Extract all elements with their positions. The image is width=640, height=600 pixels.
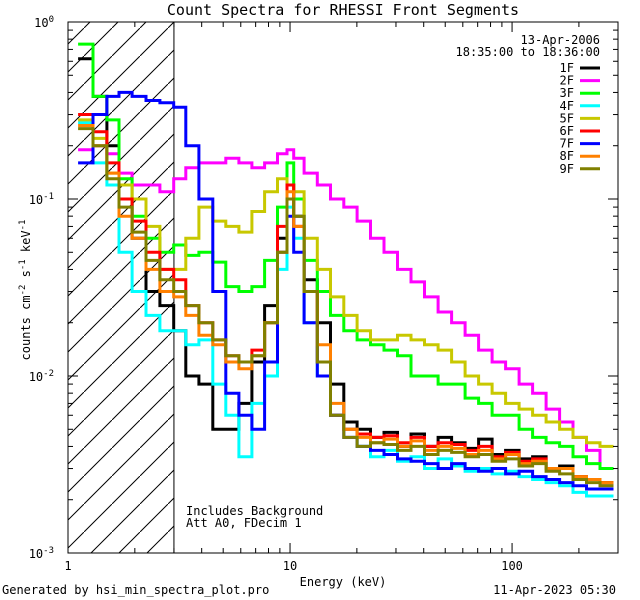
series-2F xyxy=(78,144,614,470)
legend-label: 1F xyxy=(560,61,574,75)
x-tick-label: 1 xyxy=(64,559,71,573)
legend-label: 2F xyxy=(560,74,574,88)
x-axis-label: Energy (keV) xyxy=(300,575,387,589)
legend-label: 8F xyxy=(560,149,574,163)
y-axis-label: counts cm-2 s-1 keV-1 xyxy=(18,220,33,361)
footer-timestamp: 11-Apr-2023 05:30 xyxy=(493,583,616,597)
series-layer xyxy=(78,42,614,498)
legend-label: 9F xyxy=(560,162,574,176)
y-label-part-0: counts cm xyxy=(19,295,33,360)
x-tick-label: 100 xyxy=(501,559,523,573)
y-label-part-3: -1 xyxy=(18,259,28,270)
series-9F xyxy=(78,127,614,488)
x-tick-label: 10 xyxy=(283,559,297,573)
y-label-part-4: keV xyxy=(19,230,33,259)
chart-title: Count Spectra for RHESSI Front Segments xyxy=(167,1,519,19)
hatched-region xyxy=(68,22,174,553)
y-tick-label: 100 xyxy=(34,15,54,30)
plot-frame xyxy=(67,21,619,554)
y-label-part-5: -1 xyxy=(18,220,28,231)
legend-label: 7F xyxy=(560,137,574,151)
y-tick-label: 10-1 xyxy=(29,192,54,207)
x-axis: 1 10 100 xyxy=(64,22,619,573)
legend-label: 5F xyxy=(560,111,574,125)
y-axis: 100 10-1 10-2 10-3 xyxy=(29,15,618,561)
y-label-part-2: s xyxy=(19,270,33,284)
time-range-label: 18:35:00 to 18:36:00 xyxy=(456,45,601,59)
legend-label: 4F xyxy=(560,99,574,113)
y-tick-label: 10-2 xyxy=(29,369,54,384)
legend-label: 3F xyxy=(560,86,574,100)
annotation-background: Includes Background xyxy=(186,504,323,518)
series-5F xyxy=(78,118,614,448)
footer-generated-by: Generated by hsi_min_spectra_plot.pro xyxy=(2,583,269,597)
y-tick-label: 10-3 xyxy=(29,546,54,561)
legend-label: 6F xyxy=(560,124,574,138)
annotation-attenuator: Att A0, FDecim 1 xyxy=(186,516,302,530)
y-label-part-1: -2 xyxy=(18,285,28,296)
date-label: 13-Apr-2006 xyxy=(521,33,600,47)
